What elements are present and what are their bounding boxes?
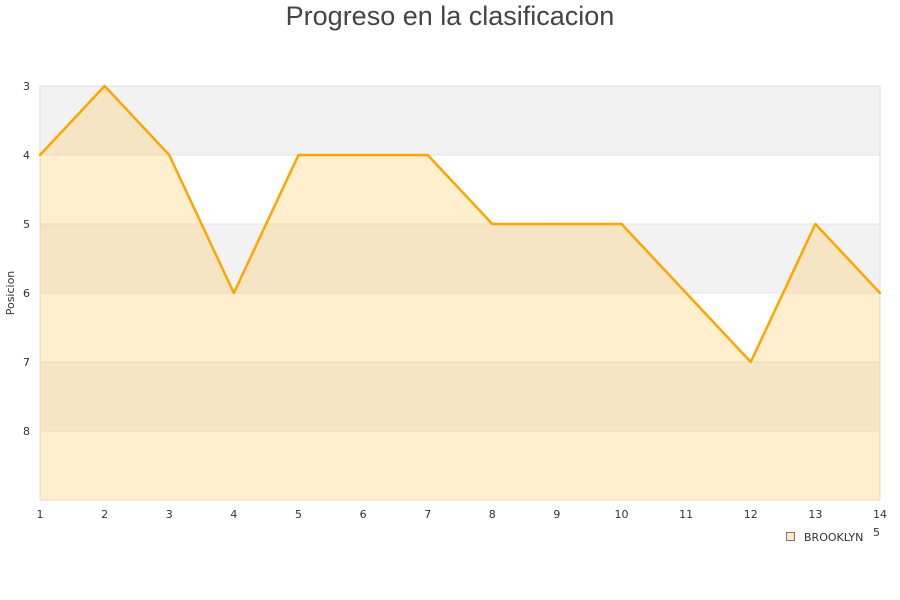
y-tick-label: 3 <box>23 80 30 93</box>
y-tick-label: 4 <box>23 149 30 162</box>
x-tick-label: 9 <box>553 508 560 521</box>
grid-band <box>40 431 880 500</box>
data-point <box>620 222 623 226</box>
series-line <box>39 84 881 364</box>
grid-band <box>40 224 880 293</box>
y-tick-label: 5 <box>23 218 30 231</box>
data-point <box>426 153 429 157</box>
x-tick-label: 2 <box>101 508 108 521</box>
data-point <box>878 291 882 295</box>
data-point <box>749 360 752 364</box>
x-tick-label: 14 <box>873 508 887 521</box>
grid-band <box>40 86 880 155</box>
chart-title: Progreso en la clasificacion <box>285 1 615 31</box>
x-tick-label: 3 <box>166 508 173 521</box>
data-point <box>361 153 365 157</box>
x-tick-label: 13 <box>808 508 822 521</box>
series-area <box>40 86 880 500</box>
x-tick-label: 8 <box>489 508 496 521</box>
data-point <box>555 222 559 226</box>
x-tick-label: 1 <box>37 508 44 521</box>
data-point <box>168 153 171 157</box>
legend-extra: 5 <box>873 526 880 539</box>
y-tick-label: 7 <box>23 356 30 369</box>
x-tick-label: 12 <box>744 508 758 521</box>
x-tick-label: 11 <box>679 508 693 521</box>
grid-band <box>40 362 880 431</box>
x-tick-label: 10 <box>615 508 629 521</box>
x-tick-label: 7 <box>424 508 431 521</box>
y-axis-label: Posicion <box>4 271 17 316</box>
y-tick-label: 6 <box>23 287 30 300</box>
x-tick-label: 4 <box>230 508 237 521</box>
legend-swatch <box>786 532 795 541</box>
data-point <box>232 291 236 295</box>
data-point <box>684 291 688 295</box>
data-point <box>491 222 494 226</box>
data-point <box>103 84 106 88</box>
data-point <box>38 153 42 157</box>
data-point <box>814 222 817 226</box>
x-tick-label: 6 <box>360 508 367 521</box>
y-tick-label: 8 <box>23 425 30 438</box>
data-point <box>297 153 300 157</box>
legend-label: BROOKLYN <box>804 531 863 544</box>
x-tick-label: 5 <box>295 508 302 521</box>
